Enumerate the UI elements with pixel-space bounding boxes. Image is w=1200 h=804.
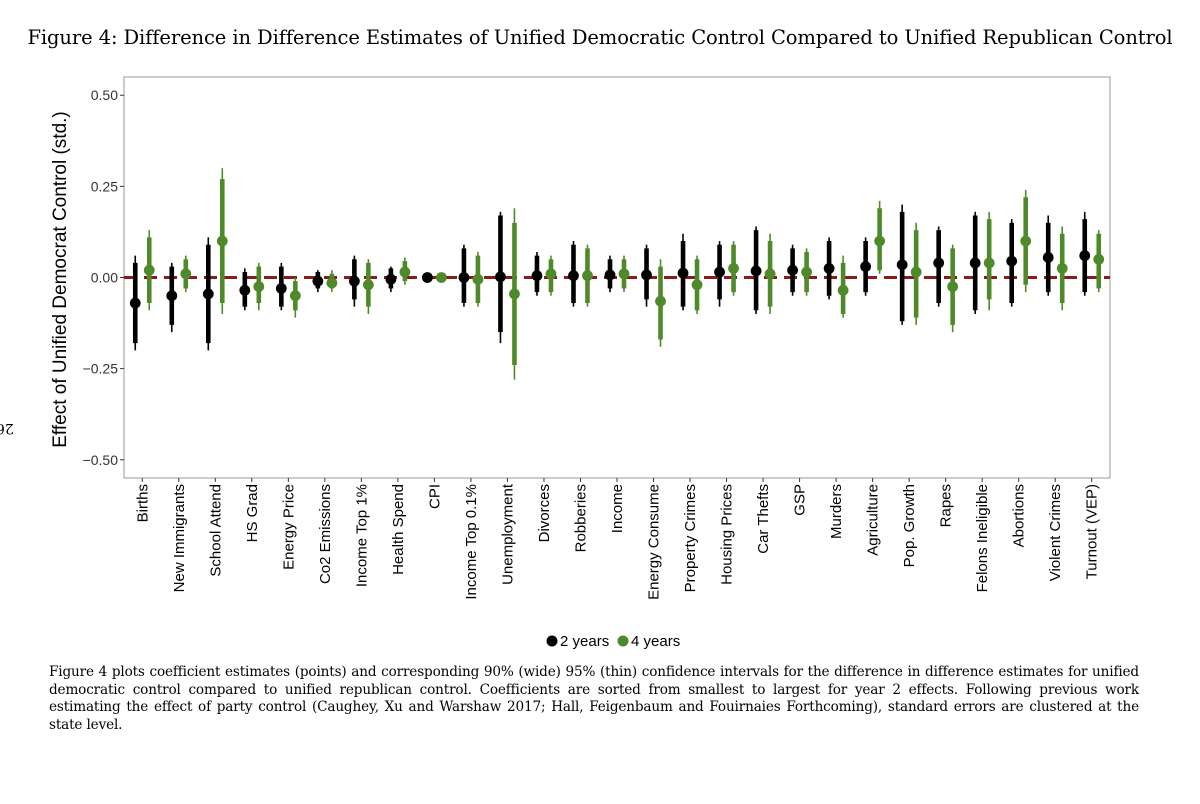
x-tick-label: Pop. Growth: [901, 484, 918, 567]
series-4-years: [143, 168, 1105, 380]
point-1-9: [472, 273, 484, 285]
point-0-16: [714, 266, 725, 278]
x-tick-label: Murders: [828, 484, 845, 539]
point-1-20: [874, 235, 886, 247]
point-0-21: [896, 259, 908, 271]
point-1-19: [837, 284, 849, 296]
point-1-21: [910, 266, 922, 278]
point-1-1: [180, 268, 192, 280]
x-tick-label: Violent Crimes: [1047, 484, 1064, 581]
y-tick-label: 0.25: [91, 178, 118, 194]
point-0-25: [1042, 252, 1054, 263]
x-tick-label: GSP: [792, 484, 809, 516]
x-tick-label: Births: [134, 484, 151, 522]
x-tick-label: HS Grad: [244, 484, 261, 542]
point-1-11: [545, 268, 557, 280]
point-0-2: [202, 288, 214, 300]
y-tick-label: −0.25: [83, 361, 119, 377]
point-0-17: [750, 265, 762, 277]
point-0-26: [1079, 250, 1091, 262]
x-tick-label: Robberies: [572, 484, 589, 552]
point-1-24: [1020, 235, 1032, 247]
point-0-15: [677, 267, 689, 279]
point-1-3: [253, 281, 265, 293]
x-tick-label: Income: [609, 484, 626, 533]
point-1-15: [691, 279, 703, 291]
x-tick-label: Property Crimes: [682, 484, 699, 592]
x-tick-label: Unemployment: [499, 483, 516, 585]
point-0-0: [129, 297, 141, 309]
point-0-14: [641, 269, 652, 281]
point-1-16: [728, 262, 739, 274]
point-1-18: [801, 266, 812, 278]
point-1-13: [618, 268, 630, 280]
x-tick-label: Abortions: [1011, 484, 1028, 547]
legend-label-1: 4 years: [631, 633, 680, 650]
x-tick-label: Housing Prices: [719, 484, 736, 585]
x-tick-label: Turnout (VEP): [1084, 484, 1101, 579]
point-0-10: [495, 271, 506, 283]
x-tick-label: Divorces: [536, 484, 553, 542]
point-0-24: [1006, 255, 1018, 267]
y-tick-label: 0.50: [91, 87, 118, 103]
figure-title: Figure 4: Difference in Difference Estim…: [27, 26, 1173, 49]
x-tick-label: Car Thefts: [755, 484, 772, 554]
point-0-4: [275, 283, 287, 294]
point-0-11: [531, 270, 543, 282]
point-0-12: [568, 270, 579, 282]
x-tick-label: New Immigrants: [171, 484, 188, 592]
point-1-12: [582, 270, 593, 282]
y-tick-label: −0.50: [83, 452, 119, 468]
point-0-8: [422, 272, 433, 283]
legend-label-0: 2 years: [560, 633, 609, 650]
point-1-7: [399, 266, 411, 278]
x-tick-label: School Attend: [207, 484, 224, 577]
x-tick-label: Income Top 1%: [353, 484, 370, 587]
point-1-25: [1056, 262, 1068, 274]
point-1-22: [947, 281, 959, 293]
point-1-6: [362, 279, 374, 291]
x-tick-label: Energy Consume: [646, 484, 663, 600]
legend-marker-1: [617, 635, 629, 647]
point-0-20: [860, 261, 872, 272]
legend-marker-0: [546, 635, 558, 647]
point-0-1: [166, 290, 178, 302]
point-1-26: [1093, 253, 1105, 265]
y-axis-label: Effect of Unified Democrat Control (std.…: [50, 111, 71, 448]
y-tick-label: 0.00: [91, 270, 118, 286]
point-1-2: [216, 235, 228, 247]
point-0-9: [458, 272, 470, 283]
x-tick-label: Co2 Emissions: [317, 484, 334, 584]
point-1-8: [436, 272, 447, 283]
point-0-5: [312, 275, 324, 287]
x-tick-label: Health Spend: [390, 484, 407, 575]
coefficient-chart: −0.50 −0.25 0.00 0.25 0.50 Effect of Unified …: [50, 76, 1111, 650]
point-0-18: [787, 264, 798, 276]
point-1-4: [289, 290, 301, 302]
point-1-23: [983, 257, 995, 269]
point-1-0: [143, 264, 155, 276]
point-0-19: [823, 262, 835, 274]
point-0-23: [969, 257, 981, 269]
point-1-14: [655, 295, 666, 307]
x-tick-label: Felons Ineligible: [974, 484, 991, 592]
point-0-22: [933, 257, 945, 269]
point-1-10: [509, 288, 520, 300]
point-1-17: [764, 268, 776, 280]
x-tick-label: Rapes: [938, 484, 955, 527]
x-tick-label: Energy Price: [280, 484, 297, 570]
point-0-6: [348, 275, 360, 287]
figure-caption: Figure 4 plots coefficient estimates (po…: [49, 664, 1139, 733]
x-tick-label: Agriculture: [865, 484, 882, 556]
point-0-3: [239, 284, 251, 296]
x-tick-label: CPI: [426, 484, 443, 509]
x-tick-label: Income Top 0.1%: [463, 484, 480, 600]
point-0-7: [385, 273, 397, 285]
point-1-5: [326, 277, 338, 289]
series-2-years: [129, 204, 1091, 351]
point-0-13: [604, 269, 616, 281]
